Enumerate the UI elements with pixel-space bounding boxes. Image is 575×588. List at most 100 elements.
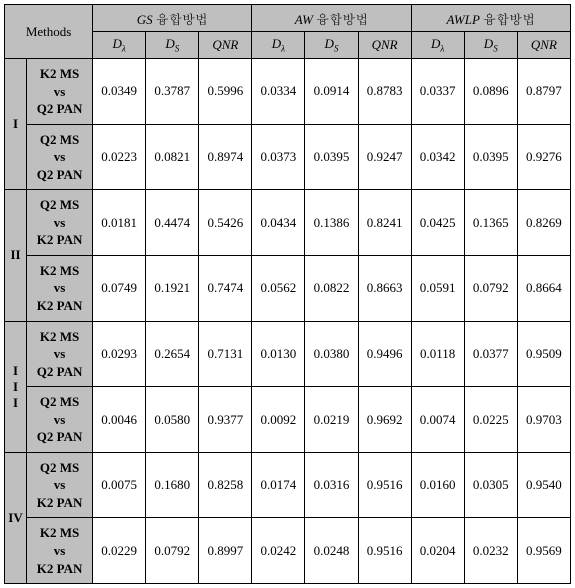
group-header-gs: GS 융합방법 xyxy=(93,5,252,32)
value-cell: 0.9516 xyxy=(358,518,411,584)
value-cell: 0.0305 xyxy=(464,452,517,518)
group-label: III xyxy=(5,321,27,452)
table-row: K2 MSvsK2 PAN0.07490.19210.74740.05620.0… xyxy=(5,255,571,321)
pair-label: Q2 MSvsQ2 PAN xyxy=(27,387,93,453)
value-cell: 0.9496 xyxy=(358,321,411,387)
value-cell: 0.0342 xyxy=(411,124,464,190)
metric-d-lambda: Dλ xyxy=(93,32,146,59)
value-cell: 0.0792 xyxy=(146,518,199,584)
metric-d-lambda: Dλ xyxy=(411,32,464,59)
group-label: I xyxy=(5,59,27,190)
value-cell: 0.0223 xyxy=(93,124,146,190)
metric-qnr: QNR xyxy=(517,32,570,59)
value-cell: 0.0822 xyxy=(305,255,358,321)
value-cell: 0.0562 xyxy=(252,255,305,321)
value-cell: 0.0248 xyxy=(305,518,358,584)
table-row: IK2 MSvsQ2 PAN0.03490.37870.59960.03340.… xyxy=(5,59,571,125)
value-cell: 0.7131 xyxy=(199,321,252,387)
value-cell: 0.0046 xyxy=(93,387,146,453)
value-cell: 0.7474 xyxy=(199,255,252,321)
value-cell: 0.8783 xyxy=(358,59,411,125)
value-cell: 0.0425 xyxy=(411,190,464,256)
value-cell: 0.8258 xyxy=(199,452,252,518)
value-cell: 0.1386 xyxy=(305,190,358,256)
value-cell: 0.8974 xyxy=(199,124,252,190)
group-header-aw: AW 융합방법 xyxy=(252,5,411,32)
value-cell: 0.5426 xyxy=(199,190,252,256)
value-cell: 0.0373 xyxy=(252,124,305,190)
value-cell: 0.8997 xyxy=(199,518,252,584)
value-cell: 0.0130 xyxy=(252,321,305,387)
value-cell: 0.0395 xyxy=(305,124,358,190)
group-header-awlp: AWLP 융합방법 xyxy=(411,5,570,32)
value-cell: 0.0580 xyxy=(146,387,199,453)
value-cell: 0.0075 xyxy=(93,452,146,518)
value-cell: 0.5996 xyxy=(199,59,252,125)
value-cell: 0.0092 xyxy=(252,387,305,453)
value-cell: 0.9509 xyxy=(517,321,570,387)
value-cell: 0.0434 xyxy=(252,190,305,256)
pair-label: K2 MSvsQ2 PAN xyxy=(27,321,93,387)
value-cell: 0.0377 xyxy=(464,321,517,387)
value-cell: 0.0749 xyxy=(93,255,146,321)
value-cell: 0.8269 xyxy=(517,190,570,256)
value-cell: 0.0334 xyxy=(252,59,305,125)
value-cell: 0.0395 xyxy=(464,124,517,190)
value-cell: 0.0821 xyxy=(146,124,199,190)
value-cell: 0.0232 xyxy=(464,518,517,584)
metric-d-s: DS xyxy=(464,32,517,59)
pair-label: K2 MSvsK2 PAN xyxy=(27,255,93,321)
pair-label: K2 MSvsQ2 PAN xyxy=(27,59,93,125)
value-cell: 0.8241 xyxy=(358,190,411,256)
group-label: IV xyxy=(5,452,27,583)
value-cell: 0.0316 xyxy=(305,452,358,518)
value-cell: 0.0792 xyxy=(464,255,517,321)
pair-label: Q2 MSvsK2 PAN xyxy=(27,452,93,518)
group-label: II xyxy=(5,190,27,321)
value-cell: 0.0242 xyxy=(252,518,305,584)
table-row: K2 MSvsK2 PAN0.02290.07920.89970.02420.0… xyxy=(5,518,571,584)
table-row: Q2 MSvsQ2 PAN0.00460.05800.93770.00920.0… xyxy=(5,387,571,453)
value-cell: 0.0204 xyxy=(411,518,464,584)
value-cell: 0.8663 xyxy=(358,255,411,321)
pair-label: Q2 MSvsQ2 PAN xyxy=(27,124,93,190)
methods-header: Methods xyxy=(5,5,93,59)
metric-d-lambda: Dλ xyxy=(252,32,305,59)
value-cell: 0.9569 xyxy=(517,518,570,584)
value-cell: 0.0380 xyxy=(305,321,358,387)
metric-d-s: DS xyxy=(146,32,199,59)
value-cell: 0.0349 xyxy=(93,59,146,125)
value-cell: 0.3787 xyxy=(146,59,199,125)
table-row: IIIK2 MSvsQ2 PAN0.02930.26540.71310.0130… xyxy=(5,321,571,387)
value-cell: 0.8664 xyxy=(517,255,570,321)
table-row: Q2 MSvsQ2 PAN0.02230.08210.89740.03730.0… xyxy=(5,124,571,190)
value-cell: 0.8797 xyxy=(517,59,570,125)
value-cell: 0.0229 xyxy=(93,518,146,584)
value-cell: 0.1365 xyxy=(464,190,517,256)
value-cell: 0.9540 xyxy=(517,452,570,518)
value-cell: 0.0074 xyxy=(411,387,464,453)
value-cell: 0.0896 xyxy=(464,59,517,125)
value-cell: 0.9276 xyxy=(517,124,570,190)
value-cell: 0.0914 xyxy=(305,59,358,125)
metric-qnr: QNR xyxy=(358,32,411,59)
value-cell: 0.1921 xyxy=(146,255,199,321)
value-cell: 0.0591 xyxy=(411,255,464,321)
value-cell: 0.4474 xyxy=(146,190,199,256)
value-cell: 0.9703 xyxy=(517,387,570,453)
value-cell: 0.0337 xyxy=(411,59,464,125)
metric-qnr: QNR xyxy=(199,32,252,59)
value-cell: 0.9516 xyxy=(358,452,411,518)
pair-label: K2 MSvsK2 PAN xyxy=(27,518,93,584)
value-cell: 0.0118 xyxy=(411,321,464,387)
pair-label: Q2 MSvsK2 PAN xyxy=(27,190,93,256)
value-cell: 0.0293 xyxy=(93,321,146,387)
value-cell: 0.1680 xyxy=(146,452,199,518)
value-cell: 0.0219 xyxy=(305,387,358,453)
value-cell: 0.9377 xyxy=(199,387,252,453)
value-cell: 0.0225 xyxy=(464,387,517,453)
table-row: IIQ2 MSvsK2 PAN0.01810.44740.54260.04340… xyxy=(5,190,571,256)
value-cell: 0.0181 xyxy=(93,190,146,256)
metrics-table: Methods GS 융합방법 AW 융합방법 AWLP 융합방법 DλDSQN… xyxy=(4,4,571,584)
value-cell: 0.9247 xyxy=(358,124,411,190)
